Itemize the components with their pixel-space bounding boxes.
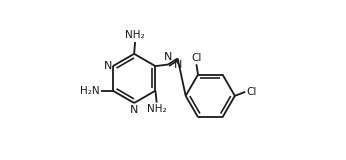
Text: H₂N: H₂N <box>80 86 100 96</box>
Text: Cl: Cl <box>247 87 257 97</box>
Text: N: N <box>130 105 138 115</box>
Text: N: N <box>103 61 112 71</box>
Text: N: N <box>164 52 172 62</box>
Text: N: N <box>174 60 182 70</box>
Text: Cl: Cl <box>191 53 202 63</box>
Text: NH₂: NH₂ <box>147 104 166 114</box>
Text: NH₂: NH₂ <box>125 30 145 40</box>
